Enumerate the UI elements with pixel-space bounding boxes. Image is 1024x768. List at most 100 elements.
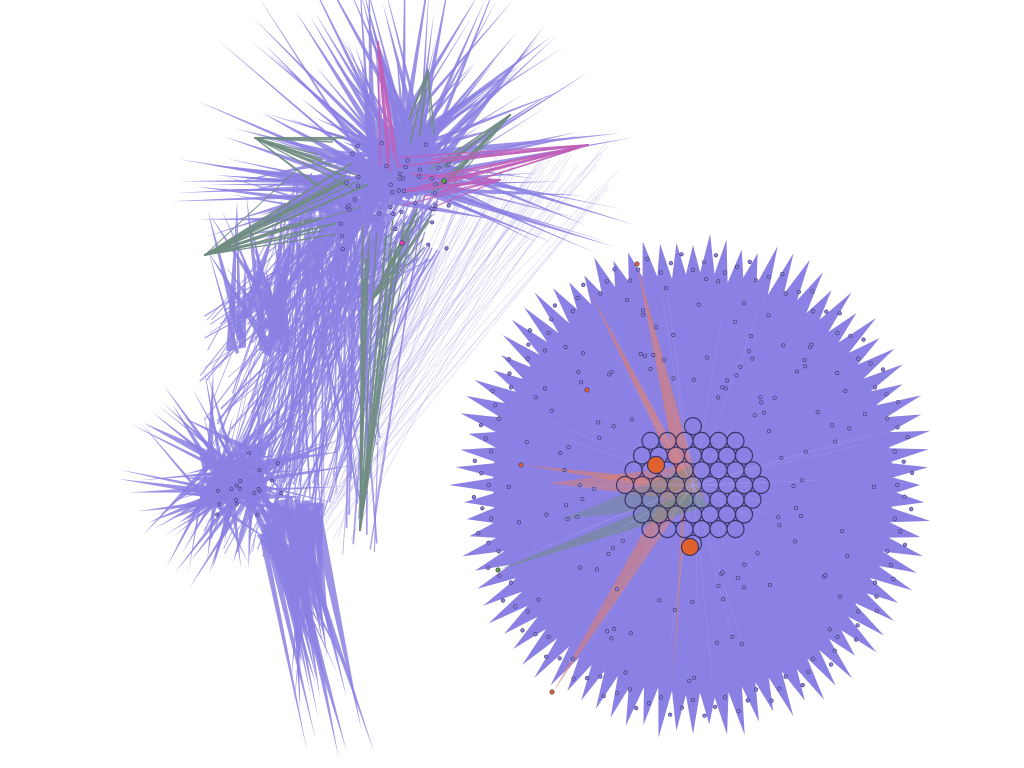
graph-node [546,330,551,336]
connector-edge [207,179,302,351]
edge-spike [387,0,432,161]
graph-node [909,470,915,476]
graph-node [493,403,498,408]
accent-node [549,689,555,695]
graph-node [581,282,586,288]
edge-spike [250,15,429,194]
graph-edge [622,484,694,585]
graph-node [871,484,876,489]
graph-node [648,367,653,372]
graph-node [696,302,701,307]
connector-edge [314,228,317,477]
connector-edge [359,189,567,498]
magenta-edge [402,179,501,207]
edge-spike [331,57,433,183]
teal-edge [204,168,298,256]
connector-edge [348,151,602,434]
graph-node [584,675,590,681]
graph-node [874,608,880,613]
graph-node [759,400,764,405]
teal-edge [409,69,429,144]
graph-node [772,395,777,400]
graph-node [796,289,802,295]
teal-edge [204,230,323,256]
graph-edge [692,484,808,648]
graph-node [766,429,771,434]
edge-spike [196,100,381,183]
graph-node [549,408,554,413]
graph-node [611,626,616,631]
graph-node [629,417,634,422]
graph-node [781,343,786,348]
graph-node [229,487,234,492]
graph-node [340,234,345,239]
graph-node [628,631,633,636]
connector-edge [247,188,380,325]
edge-spike [248,38,407,173]
graph-node [722,270,728,275]
connector-edge [248,203,335,529]
graph-node [798,514,803,519]
graph-node [672,607,677,612]
connector-edge [333,177,469,499]
graph-node [835,330,840,336]
graph-node [884,392,889,397]
edge-spike [213,36,386,184]
core-node [734,446,754,465]
graph-node [486,540,491,545]
edge-spike [271,525,350,674]
graph-node [623,670,628,675]
graph-node [794,369,799,374]
graph-node [606,551,611,556]
graph-node [690,599,695,604]
graph-node [390,190,395,195]
connector-edge [259,170,353,323]
graph-node [872,580,878,585]
graph-node [526,342,531,347]
graph-node [384,164,389,169]
graph-edge [558,484,694,488]
graph-node [734,264,740,270]
graph-node [892,516,897,521]
graph-node [544,512,549,517]
graph-node [909,507,914,512]
graph-node [840,528,845,533]
graph-node [350,151,355,156]
connector-edge [298,199,335,407]
magenta-edge [377,41,388,161]
connector-edge [254,213,388,486]
graph-node [446,203,451,208]
graph-node [604,279,609,284]
core-node [751,475,771,495]
graph-edge [692,312,724,486]
edge-spike [418,25,545,190]
graph-node [564,503,569,508]
edge-spike [259,538,308,753]
graph-node [479,471,484,476]
graph-node [601,693,606,699]
accent-node [584,387,590,393]
teal-edge [358,221,406,532]
graph-node [905,434,910,440]
edge-spike [138,471,216,481]
graph-node [508,385,514,390]
graph-node [638,351,643,356]
graph-node [828,662,834,667]
graph-edge [661,292,694,486]
edge-spike [379,97,400,179]
graph-node [627,687,633,692]
graph-node [433,182,438,187]
core-node [726,519,745,539]
edge-spike [143,423,213,460]
graph-node [810,656,816,662]
connector-edge [273,201,300,445]
edge-spike [254,467,262,518]
graph-node [542,386,547,391]
graph-node [563,345,568,350]
connector-edge [348,161,516,515]
graph-node [902,494,907,499]
graph-node [399,209,404,214]
graph-node [489,516,494,521]
graph-node [634,705,639,711]
graph-node [356,174,361,179]
